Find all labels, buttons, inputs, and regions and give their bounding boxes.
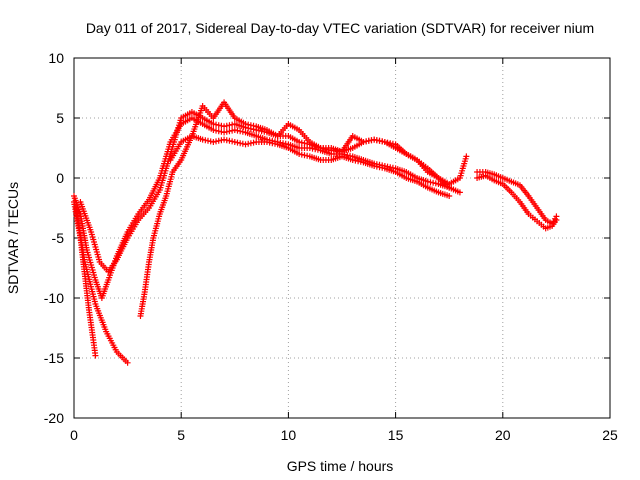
series-track-b (73, 205, 131, 366)
data-point (553, 217, 560, 223)
data-point (456, 189, 463, 196)
data-marks (71, 99, 560, 366)
x-tick-label: 15 (388, 427, 404, 443)
x-tick-label: 5 (177, 427, 185, 443)
data-point (124, 359, 131, 366)
x-axis-label: GPS time / hours (287, 458, 394, 474)
y-tick-label: 10 (48, 50, 64, 66)
series-track-f (167, 133, 453, 199)
series-track-g (474, 169, 560, 227)
data-point (215, 122, 222, 129)
grid-lines (74, 58, 610, 418)
x-tick-labels: 0 5 10 15 20 25 (70, 427, 618, 443)
chart-title: Day 011 of 2017, Sidereal Day-to-day VTE… (86, 20, 594, 36)
x-tick-label: 0 (70, 427, 78, 443)
y-tick-labels: -20 -15 -10 -5 0 5 10 (44, 50, 64, 426)
x-tick-label: 20 (495, 427, 511, 443)
series-track-d (77, 109, 453, 275)
data-point (92, 352, 99, 359)
data-point (223, 122, 230, 129)
y-tick-label: -20 (44, 410, 64, 426)
data-point (463, 153, 470, 160)
series-track-e (137, 99, 470, 319)
y-axis-label: SDTVAR / TECUs (5, 182, 21, 294)
axis-ticks (73, 57, 611, 419)
y-tick-label: 0 (56, 170, 64, 186)
y-tick-label: -5 (52, 230, 65, 246)
series-track-h (474, 172, 560, 232)
y-tick-label: 5 (56, 110, 64, 126)
data-point (247, 122, 254, 129)
x-tick-label: 10 (281, 427, 297, 443)
y-tick-label: -10 (44, 290, 64, 306)
data-point (446, 193, 453, 199)
y-tick-label: -15 (44, 350, 64, 366)
x-tick-label: 25 (602, 427, 618, 443)
